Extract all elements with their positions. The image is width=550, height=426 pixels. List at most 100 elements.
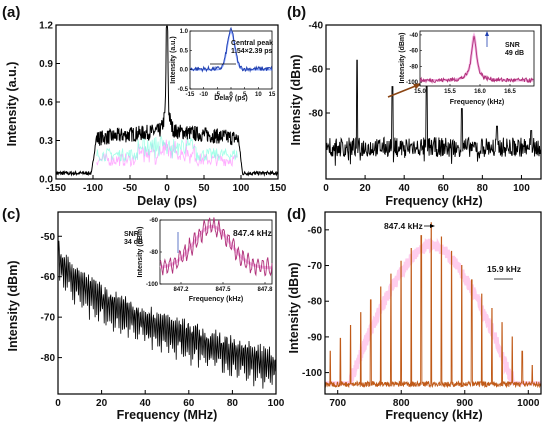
panel-a-ytick-label: 0.3 [39, 136, 53, 147]
panel-d-ytick-label: -80 [308, 297, 323, 308]
panel-b-zoom-arrow [387, 84, 419, 98]
panel-d-label: (d) [287, 206, 306, 223]
panel-a-inset-frame [189, 30, 273, 90]
panel-b-inset-ytick-label: -60 [409, 49, 418, 55]
panel-a-inset-annotation-1: Central peak [231, 40, 273, 47]
panel-c-ytick-label: -50 [41, 232, 56, 243]
panel-a-label: (a) [2, 4, 20, 21]
panel-c-xtick-label: 0 [55, 398, 61, 409]
panel-a-inset-annotation-2: 1.54×2.39 ps [231, 48, 273, 55]
panel-b-plot-frame [325, 24, 542, 180]
panel-c-xtick-label: 20 [96, 398, 108, 409]
panel-c-xlabel: Frequency (MHz) [117, 408, 218, 422]
panel-b: (b) Intensity (dBm) Frequency (kHz) 0 20 4… [287, 4, 542, 208]
panel-b-y-ticks: -40 -60 -80 [309, 21, 330, 120]
panel-b-ytick-label: -80 [309, 109, 324, 120]
panel-c-ytick-label: -70 [41, 313, 56, 324]
panel-b-inset-annotation-1: SNR [505, 42, 520, 49]
panel-a-ytick-label: 1.2 [39, 21, 53, 32]
panel-d-xtick-label: 900 [456, 398, 473, 409]
panel-c-inset: 847.2 847.5 847.8 -60 -80 -100 SNR 34 dB 847… [124, 217, 273, 303]
panel-c-inset-peak-label: 847.4 kHz [233, 228, 272, 238]
panel-a-xtick-label: -50 [123, 183, 138, 194]
panel-d-y-ticks: -60 -70 -80 -90 -100 [302, 225, 329, 379]
panel-a-inset-fit [190, 30, 272, 71]
panel-c-inset-ylabel: Intensity (dBm) [137, 227, 144, 278]
panel-a-inset-xtick-label: 10 [255, 92, 262, 98]
panel-b-inset-xtick-label: 16.5 [504, 89, 516, 95]
panel-a-inset-ytick-label: 0.0 [180, 68, 189, 74]
panel-b-xtick-label: 80 [477, 183, 489, 194]
panel-a-inset-xtick-label: -5 [215, 92, 221, 98]
panel-a-inset-ytick-label: 1.0 [180, 29, 189, 35]
panel-a-inset-xtick-label: 0 [229, 92, 233, 98]
panel-a-inset-ylabel: Intensity (a.u.) [170, 36, 177, 83]
panel-c-inset-ytick-label: -80 [149, 250, 158, 256]
panel-a-inset-xtick-label: 5 [243, 92, 247, 98]
panel-c-y-ticks: -50 -60 -70 -80 [41, 232, 62, 364]
panel-a-ghost-traces [96, 134, 238, 168]
panel-b-trace [325, 59, 542, 166]
panel-b-snr-arrowhead [485, 31, 489, 36]
panel-a-inset-trace [189, 26, 273, 73]
panel-c-ylabel: Intensity (dBm) [6, 261, 20, 352]
panel-c-inset-y-ticks: -60 -80 -100 [146, 218, 162, 288]
panel-d-x-ticks: 700 800 900 1000 [329, 390, 540, 409]
panel-b-x-ticks: 0 20 40 60 80 100 [323, 175, 530, 194]
panel-c-inset-frame [159, 219, 273, 285]
panel-d-ytick-label: -100 [302, 368, 322, 379]
panel-a-xtick-label: 0 [164, 183, 170, 194]
panel-b-inset-xtick-label: 16.0 [474, 89, 486, 95]
panel-a-xtick-label: -100 [83, 183, 103, 194]
panel-a-xtick-label: -150 [46, 183, 66, 194]
panel-a-inset: -15 -10 -5 0 5 10 15 -0.5 0.0 0.5 1.0 Central pea… [170, 26, 276, 102]
panel-b-inset: 15.0 15.5 16.0 16.5 -40 -60 -80 -100 SNR 49 dB… [399, 30, 535, 106]
panel-a: (a) Intensity (a.u.) Delay (ps) -150 -100… [2, 4, 287, 208]
panel-a-inset-xtick-label: -10 [199, 92, 208, 98]
panel-a-inset-xtick-label: -15 [186, 92, 195, 98]
panel-b-inset-ylabel: Intensity (dBm) [399, 33, 406, 84]
panel-c-label: (c) [2, 206, 20, 223]
panel-a-xtick-label: 150 [270, 183, 287, 194]
panel-d-ylabel: Intensity (dBm) [287, 263, 301, 354]
panel-b-label: (b) [287, 4, 306, 21]
panel-a-x-ticks: -150 -100 -50 0 50 100 150 [46, 175, 287, 194]
panel-d-trace [324, 222, 542, 389]
panel-c-xtick-label: 80 [227, 398, 239, 409]
panel-a-inset-xtick-label: 15 [269, 92, 276, 98]
panel-d-xtick-label: 700 [329, 398, 346, 409]
panel-c-ytick-label: -80 [41, 353, 56, 364]
panel-b-ylabel: Intensity (dBm) [289, 55, 303, 146]
panel-c-ytick-label: -60 [41, 272, 56, 283]
panel-a-ytick-label: 0.9 [39, 59, 53, 70]
panel-a-xtick-label: 50 [198, 183, 210, 194]
panel-d-plot-frame [324, 211, 542, 395]
panel-c-xtick-label: 60 [183, 398, 195, 409]
panel-d-ytick-label: -60 [308, 225, 323, 236]
panel-d-envelope-band [325, 237, 541, 386]
panel-c-plot-frame [57, 211, 277, 395]
panel-a-ytick-label: 0.0 [39, 175, 53, 186]
panel-a-ghost-trace [96, 134, 238, 163]
panel-a-xlabel: Delay (ps) [137, 194, 197, 208]
panel-c-trace [57, 240, 276, 389]
panel-d-peak-arrowhead [430, 224, 435, 228]
panel-c-xtick-label: 40 [140, 398, 152, 409]
panel-b-inset-x-ticks: 15.0 15.5 16.0 16.5 [414, 84, 516, 95]
panel-a-inset-x-ticks: -15 -10 -5 0 5 10 15 [186, 87, 276, 98]
panel-d: (d) Intensity (dBm) Frequency (kHz) 700 8… [287, 206, 542, 422]
panel-c: (c) Intensity (dBm) Frequency (MHz) 0 20 4… [2, 206, 285, 422]
panel-b-inset-xlabel: Frequency (kHz) [450, 99, 504, 106]
panel-b-xtick-label: 20 [360, 183, 372, 194]
panel-d-xtick-label: 1000 [517, 398, 540, 409]
panel-c-inset-xtick-label: 847.8 [257, 287, 273, 293]
panel-a-inset-y-ticks: -0.5 0.0 0.5 1.0 [178, 29, 192, 93]
panel-b-xtick-label: 100 [513, 183, 530, 194]
panel-d-xlabel: Frequency (kHz) [385, 408, 482, 422]
panel-b-ytick-label: -60 [309, 65, 324, 76]
panel-a-y-ticks: 0.0 0.3 0.6 0.9 1.2 [39, 21, 60, 186]
panel-b-inset-xtick-label: 15.0 [414, 89, 426, 95]
panel-d-ytick-label: -90 [308, 332, 323, 343]
panel-a-inset-ytick-label: 0.5 [180, 48, 189, 54]
